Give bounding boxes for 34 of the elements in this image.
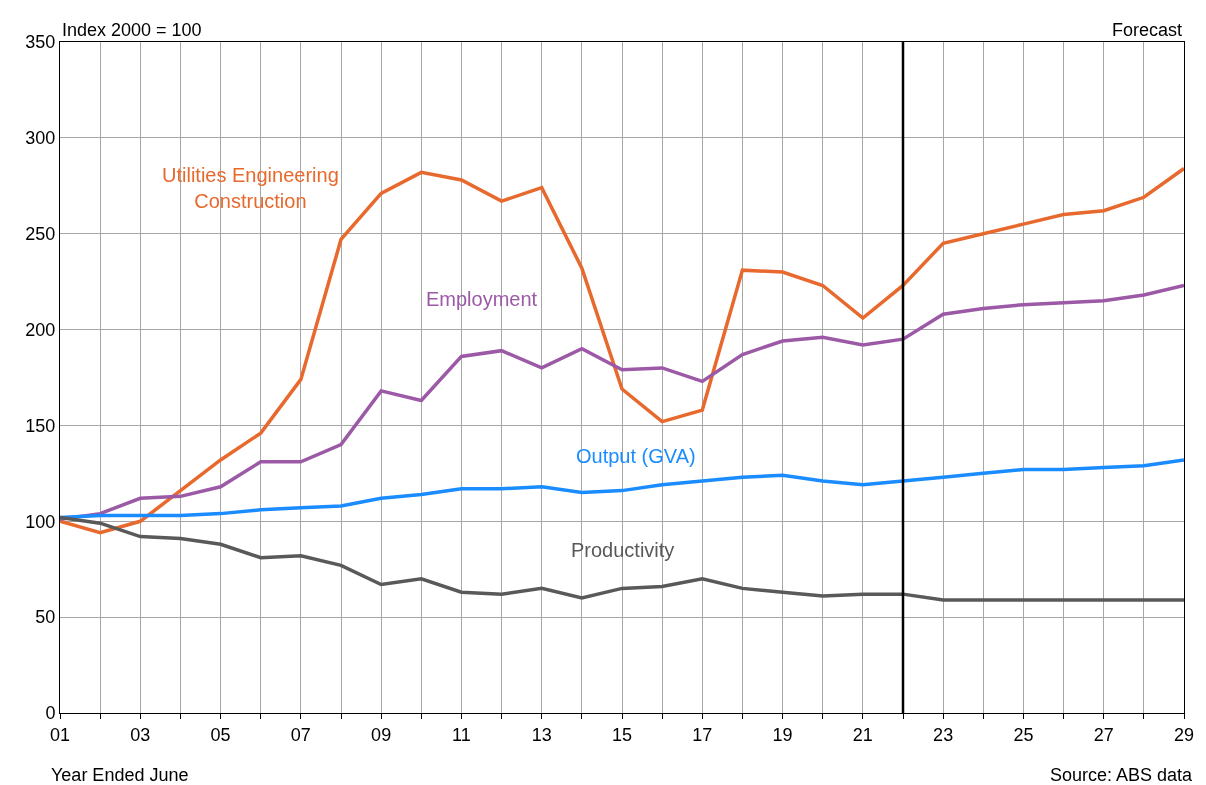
text: Employment <box>426 288 538 310</box>
y-tick-label: 150 <box>25 415 56 436</box>
y-tick-label: 100 <box>25 511 56 532</box>
y-tick-label: 0 <box>45 703 56 724</box>
x-tick-label: 29 <box>1173 724 1195 745</box>
x-tick-label: 13 <box>531 724 552 745</box>
y-tick-label: 250 <box>25 224 56 245</box>
x-tick-label: 17 <box>692 724 713 745</box>
x-tick-label: 11 <box>452 724 471 745</box>
line-series <box>60 283 1184 522</box>
series-label: Output (GVA) <box>576 445 696 467</box>
x-tick-label: 03 <box>130 724 151 745</box>
line-series <box>60 515 1184 602</box>
x-tick-label: 07 <box>290 724 311 745</box>
line-series <box>60 166 1184 535</box>
series-label: Utilities Engineering Construction <box>162 164 339 212</box>
y-axis-title: Index 2000 = 100 <box>62 20 202 40</box>
x-tick-label: 21 <box>852 724 873 745</box>
x-tick-label: 09 <box>371 724 392 745</box>
x-tick-label: 15 <box>611 724 633 745</box>
x-tick-label: 23 <box>933 724 954 745</box>
x-tick-label: 25 <box>1013 724 1034 745</box>
ref-line-label: Forecast <box>1112 20 1183 40</box>
x-tick-label: 05 <box>210 724 231 745</box>
series-label: Productivity <box>571 539 675 561</box>
y-tick-label: 300 <box>25 128 56 149</box>
x-tick-label: 01 <box>49 724 71 745</box>
x-tick-label: 27 <box>1093 724 1114 745</box>
x-axis-title: Year Ended June <box>51 765 189 785</box>
y-tick-label: 350 <box>25 32 56 53</box>
y-tick-label: 200 <box>25 319 56 340</box>
y-tick-label: 50 <box>35 607 56 628</box>
source-note: Source: ABS data <box>1050 765 1194 785</box>
x-tick-label: 19 <box>772 724 793 745</box>
